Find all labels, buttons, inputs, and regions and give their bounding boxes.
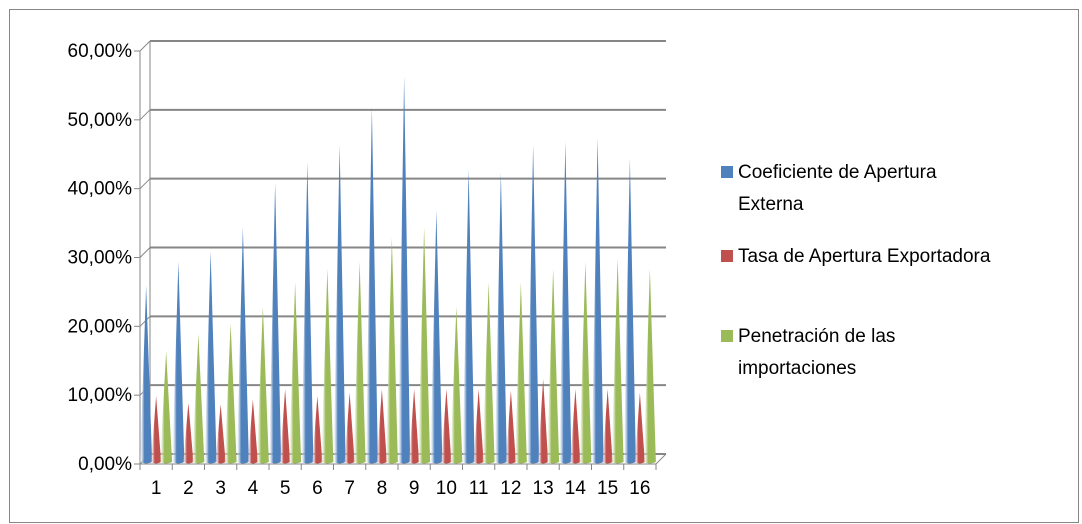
- gridline-depth: [139, 109, 151, 121]
- bar-cone: [289, 282, 302, 464]
- x-axis: 1 2 3 4 5 6 7 8 9 10 11 12 13 14 15 16: [139, 453, 667, 499]
- bar-cone: [473, 389, 484, 464]
- bar-cone: [151, 396, 162, 464]
- gridline-depth: [139, 178, 151, 190]
- bar-cone: [538, 378, 549, 464]
- bar-cone: [450, 306, 463, 464]
- x-tick-label: 7: [344, 478, 355, 499]
- bar-cone: [591, 137, 604, 464]
- legend: Coeficiente de Apertura Externa Tasa de Ap…: [721, 162, 991, 379]
- bar-cone: [183, 402, 194, 464]
- bar-cone: [623, 158, 636, 464]
- y-tick-label: 60,00%: [68, 41, 133, 62]
- bar-cone: [160, 351, 173, 464]
- gridline-depth: [139, 40, 151, 52]
- x-tick-label: 12: [500, 478, 521, 499]
- bar-cone: [280, 389, 291, 464]
- bar-cone: [140, 285, 153, 464]
- y-tick-label: 0,00%: [78, 454, 132, 475]
- x-tick-label: 16: [629, 478, 650, 499]
- bar-cone: [441, 389, 452, 464]
- bar-cone: [505, 390, 516, 464]
- x-tick-label: 4: [248, 478, 259, 499]
- bar-cone: [301, 162, 314, 464]
- bar-cone: [256, 306, 269, 464]
- legend-label: Tasa de Apertura Exportadora: [738, 246, 991, 267]
- legend-label: Coeficiente de Apertura: [738, 162, 937, 183]
- bar-cone: [365, 106, 378, 464]
- bar-cone: [559, 141, 572, 464]
- bar-cone: [236, 227, 249, 464]
- x-tick-label: 6: [312, 478, 323, 499]
- x-tick-label: 9: [409, 478, 420, 499]
- y-tick-label: 30,00%: [68, 248, 133, 269]
- legend-swatch: [721, 250, 733, 262]
- y-tick-label: 10,00%: [68, 385, 133, 406]
- legend-swatch: [721, 330, 733, 342]
- bar-cone: [643, 268, 656, 464]
- x-tick-label: 13: [533, 478, 554, 499]
- y-axis: 0,00% 10,00% 20,00% 30,00% 40,00% 50,00% 60,00…: [68, 41, 151, 475]
- x-tick-label: 10: [436, 478, 457, 499]
- x-tick-label: 15: [597, 478, 618, 499]
- bar-cone: [409, 389, 420, 464]
- bar-cone: [172, 261, 185, 464]
- bar-cone: [602, 389, 613, 464]
- bar-cone: [462, 168, 475, 464]
- legend-label: Externa: [738, 194, 804, 215]
- x-tick-label: 2: [183, 478, 194, 499]
- bar-cone: [269, 182, 282, 464]
- bar-cone: [192, 334, 205, 464]
- y-tick-label: 50,00%: [68, 110, 133, 131]
- bar-cone: [204, 251, 217, 464]
- bar-cone: [611, 258, 624, 464]
- bar-cone: [376, 389, 387, 464]
- bar-cone: [398, 75, 411, 464]
- y-tick-label: 40,00%: [68, 179, 133, 200]
- bar-cone: [527, 144, 540, 464]
- bar-cone: [482, 282, 495, 464]
- bar-cone: [344, 392, 355, 464]
- bar-cone: [634, 392, 645, 464]
- bar-cone: [430, 210, 443, 464]
- legend-label: Penetración de las: [738, 326, 895, 347]
- x-tick-label: 8: [377, 478, 388, 499]
- bar-cone: [547, 268, 560, 464]
- bar-cone: [385, 237, 398, 464]
- bar-cone: [312, 396, 323, 464]
- bar-cone: [494, 172, 507, 464]
- x-tick-label: 11: [469, 478, 489, 499]
- bar-cone: [321, 268, 334, 464]
- bar-cone: [353, 261, 366, 464]
- y-tick-label: 20,00%: [68, 316, 133, 337]
- bar-cone: [247, 399, 258, 464]
- bar-cone: [579, 261, 592, 464]
- bar-cone: [514, 282, 527, 464]
- x-tick-label: 3: [215, 478, 226, 499]
- legend-label: importaciones: [738, 358, 856, 379]
- x-tick-label: 14: [565, 478, 587, 499]
- bar-cone: [418, 227, 431, 464]
- legend-swatch: [721, 166, 733, 178]
- bar-cone: [333, 144, 346, 464]
- bar-cone: [570, 389, 581, 464]
- x-tick-label: 5: [280, 478, 291, 499]
- x-tick-label: 1: [151, 478, 162, 499]
- bar-cone: [215, 404, 226, 464]
- plot-area: [140, 75, 656, 464]
- gridline-depth: [139, 247, 151, 258]
- x-axis-depth-line: [655, 453, 667, 465]
- bar-cone: [224, 323, 237, 464]
